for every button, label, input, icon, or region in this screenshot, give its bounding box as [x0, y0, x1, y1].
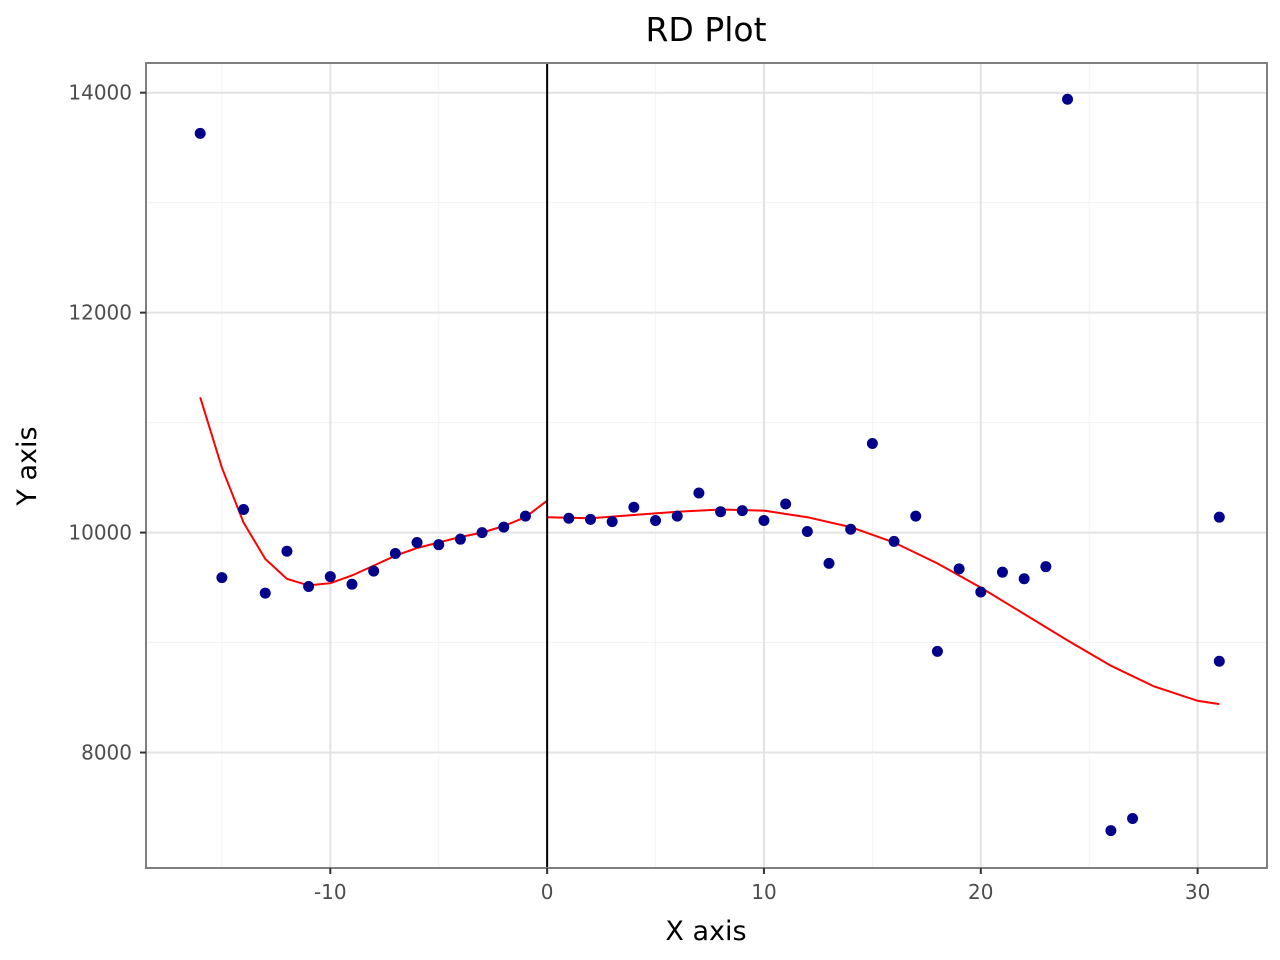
- data-point: [433, 539, 445, 551]
- panel-border: [145, 62, 1268, 869]
- panel-background: [146, 63, 1267, 868]
- data-point: [259, 587, 271, 599]
- data-point: [823, 557, 835, 569]
- y-axis-label: Y axis: [12, 426, 43, 506]
- x-axis-label: X axis: [665, 916, 746, 947]
- data-point: [910, 510, 922, 522]
- data-point: [888, 535, 900, 547]
- data-point: [368, 565, 380, 577]
- data-point: [238, 503, 250, 515]
- data-point: [281, 545, 293, 557]
- data-point: [606, 516, 618, 528]
- data-point: [845, 523, 857, 535]
- x-tick-label: 10: [751, 880, 776, 904]
- x-tick-label: 20: [968, 880, 993, 904]
- data-point: [346, 578, 358, 590]
- data-point: [628, 501, 640, 513]
- data-point: [736, 505, 748, 517]
- data-point: [498, 521, 510, 533]
- data-point: [1040, 561, 1052, 573]
- data-point: [801, 525, 813, 537]
- y-tick-label: 10000: [68, 521, 132, 545]
- data-point: [216, 572, 228, 584]
- data-point: [975, 586, 987, 598]
- data-point: [1213, 511, 1225, 523]
- data-point: [715, 506, 727, 518]
- data-point: [563, 512, 575, 524]
- y-tick-label: 12000: [68, 301, 132, 325]
- y-tick-label: 14000: [68, 81, 132, 105]
- x-tick-label: 30: [1185, 880, 1210, 904]
- minor-gridlines: [146, 63, 1267, 868]
- data-point: [1062, 93, 1074, 105]
- data-point: [303, 580, 315, 592]
- data-point: [953, 563, 965, 575]
- y-axis-ticks: 8000 10000 12000 14000: [68, 81, 146, 765]
- data-point: [780, 498, 792, 510]
- data-point: [519, 510, 531, 522]
- data-point: [1105, 825, 1117, 837]
- y-tick-label: 8000: [81, 741, 132, 765]
- data-point: [693, 487, 705, 499]
- data-point: [1018, 573, 1030, 585]
- x-tick-label: -10: [314, 880, 347, 904]
- data-point: [650, 514, 662, 526]
- data-point: [996, 566, 1008, 578]
- data-point: [194, 127, 206, 139]
- data-point: [671, 510, 683, 522]
- data-point: [866, 438, 878, 450]
- data-points: [194, 93, 1225, 837]
- data-point: [758, 514, 770, 526]
- data-point: [1127, 813, 1139, 825]
- data-point: [584, 513, 596, 525]
- data-point: [324, 571, 336, 583]
- data-point: [454, 533, 466, 545]
- data-point: [476, 527, 488, 539]
- chart-title: RD Plot: [645, 10, 766, 49]
- data-point: [1213, 655, 1225, 667]
- data-point: [931, 645, 943, 657]
- data-point: [411, 536, 423, 548]
- x-axis-ticks: -10 0 10 20 30: [314, 868, 1210, 904]
- plot-panel: [145, 62, 1268, 869]
- x-tick-label: 0: [541, 880, 554, 904]
- data-point: [389, 547, 401, 559]
